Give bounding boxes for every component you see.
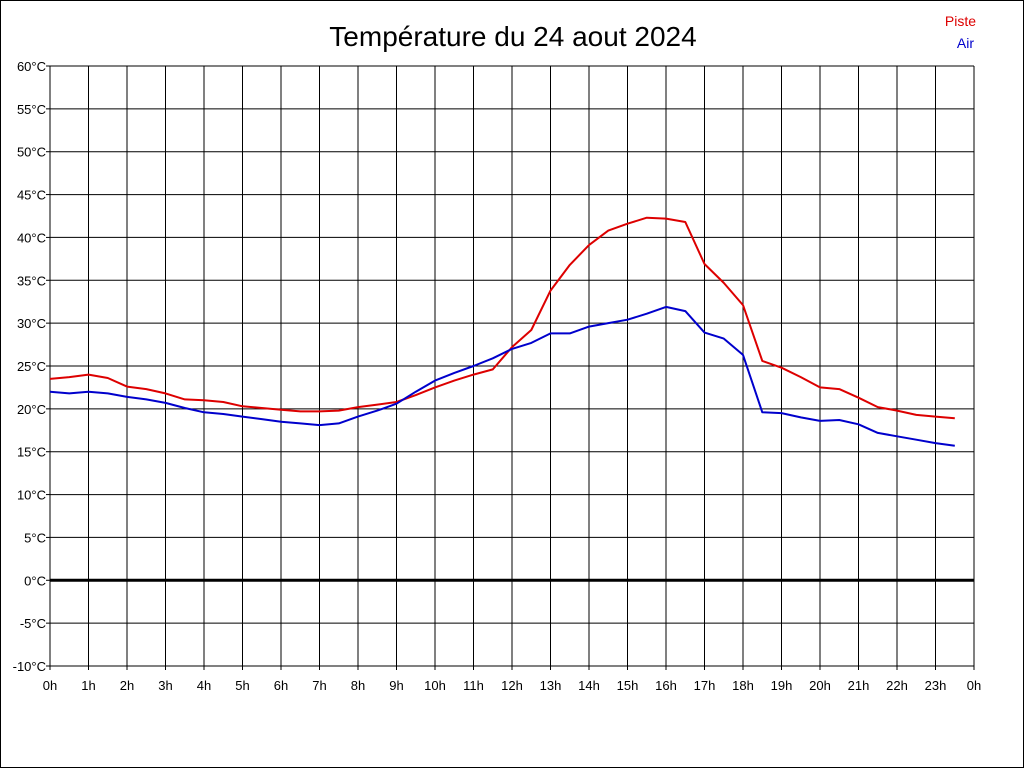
series-line-piste	[49, 216, 955, 420]
x-tick-label: 16h	[655, 678, 677, 693]
x-tick-label: 23h	[925, 678, 947, 693]
x-tick-label: 6h	[274, 678, 288, 693]
x-tick-label: 13h	[540, 678, 562, 693]
x-tick-label: 4h	[197, 678, 211, 693]
x-tick-label: 0h	[43, 678, 57, 693]
legend-entry-air: Air	[957, 35, 974, 51]
x-tick-label: 5h	[235, 678, 249, 693]
chart-title: Température du 24 aout 2024	[329, 21, 696, 52]
x-tick-label: 7h	[312, 678, 326, 693]
x-tick-label: 0h	[967, 678, 981, 693]
y-tick-label: -10°C	[13, 659, 46, 674]
series-line-air	[49, 305, 955, 447]
x-tick-label: 15h	[617, 678, 639, 693]
y-tick-label: 30°C	[17, 316, 46, 331]
x-tick-label: 20h	[809, 678, 831, 693]
y-tick-label: 25°C	[17, 359, 46, 374]
x-tick-label: 14h	[578, 678, 600, 693]
y-tick-label: 0°C	[24, 573, 46, 588]
x-tick-label: 22h	[886, 678, 908, 693]
y-tick-label: 20°C	[17, 402, 46, 417]
y-tick-label: 10°C	[17, 488, 46, 503]
y-tick-label: 40°C	[17, 230, 46, 245]
x-tick-label: 3h	[158, 678, 172, 693]
x-tick-label: 19h	[771, 678, 793, 693]
x-tick-label: 9h	[389, 678, 403, 693]
y-tick-label: 5°C	[24, 530, 46, 545]
y-tick-label: 50°C	[17, 145, 46, 160]
legend-entry-piste: Piste	[945, 13, 976, 29]
y-tick-label: 15°C	[17, 445, 46, 460]
x-tick-label: 17h	[694, 678, 716, 693]
y-tick-label: 60°C	[17, 59, 46, 74]
x-tick-label: 21h	[848, 678, 870, 693]
plot-area: -10°C -5°C 0°C 5°C 10°C 15°C 20°C 25°C 30°C 35°C 4…	[13, 59, 982, 693]
y-tick-label: 35°C	[17, 273, 46, 288]
y-tick-label: 55°C	[17, 102, 46, 117]
x-tick-label: 10h	[424, 678, 446, 693]
x-tick-label: 1h	[81, 678, 95, 693]
y-tick-label: -5°C	[20, 616, 46, 631]
y-tick-label: 45°C	[17, 188, 46, 203]
x-tick-label: 2h	[120, 678, 134, 693]
x-tick-label: 11h	[463, 678, 484, 693]
x-tick-label: 8h	[351, 678, 365, 693]
x-tick-label: 12h	[501, 678, 523, 693]
x-tick-label: 18h	[732, 678, 754, 693]
